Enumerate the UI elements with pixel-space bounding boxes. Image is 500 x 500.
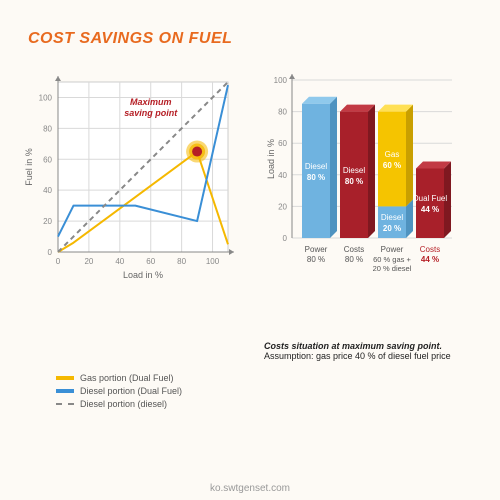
svg-text:80 %: 80 %	[345, 255, 363, 264]
svg-text:100: 100	[39, 93, 53, 102]
source-url: ko.swtgenset.com	[0, 483, 500, 494]
svg-text:0: 0	[48, 248, 53, 257]
svg-text:Load in %: Load in %	[123, 270, 163, 280]
svg-text:Costs: Costs	[420, 245, 440, 254]
svg-text:44 %: 44 %	[421, 255, 439, 264]
line-chart: 0 20 40 60 80 100 0 20 40 60 80 100 Maximumsaving po…	[20, 72, 240, 297]
svg-text:100: 100	[206, 257, 220, 266]
svg-text:20 % diesel: 20 % diesel	[373, 264, 412, 273]
svg-text:Costs: Costs	[344, 245, 364, 254]
legend-swatch	[56, 389, 74, 393]
svg-text:40: 40	[278, 171, 287, 180]
svg-text:60: 60	[278, 139, 287, 148]
svg-text:80 %: 80 %	[307, 255, 325, 264]
svg-text:80 %: 80 %	[307, 173, 325, 182]
svg-text:Power: Power	[305, 245, 328, 254]
svg-text:60 %: 60 %	[383, 161, 401, 170]
svg-text:20: 20	[84, 257, 93, 266]
svg-text:80 %: 80 %	[345, 177, 363, 186]
svg-text:Dual Fuel: Dual Fuel	[413, 194, 447, 203]
legend-row: Diesel portion (diesel)	[56, 399, 182, 409]
legend-label: Gas portion (Dual Fuel)	[80, 373, 174, 383]
svg-text:20 %: 20 %	[383, 224, 401, 233]
svg-text:Power: Power	[381, 245, 404, 254]
svg-text:80: 80	[177, 257, 186, 266]
bar-chart-svg: 020406080100Load in %Diesel80 %Power80 %…	[264, 72, 454, 326]
svg-text:20: 20	[278, 202, 287, 211]
svg-text:Diesel: Diesel	[381, 213, 403, 222]
svg-text:60: 60	[146, 257, 155, 266]
legend-row: Diesel portion (Dual Fuel)	[56, 386, 182, 396]
legend: Gas portion (Dual Fuel) Diesel portion (D…	[56, 370, 182, 409]
svg-text:80: 80	[278, 108, 287, 117]
charts-row: 0 20 40 60 80 100 0 20 40 60 80 100 Maximumsaving po…	[20, 72, 480, 361]
svg-text:40: 40	[115, 257, 124, 266]
legend-swatch	[56, 376, 74, 380]
svg-text:Gas: Gas	[385, 150, 400, 159]
legend-label: Diesel portion (diesel)	[80, 399, 167, 409]
svg-text:44 %: 44 %	[421, 205, 439, 214]
legend-label: Diesel portion (Dual Fuel)	[80, 386, 182, 396]
svg-text:Load in %: Load in %	[266, 139, 276, 179]
page-title: COST SAVINGS ON FUEL	[28, 30, 480, 48]
footnote-line1: Costs situation at maximum saving point.	[264, 341, 454, 351]
footnote-line2: Assumption: gas price 40 % of diesel fue…	[264, 351, 454, 361]
svg-text:Fuel in %: Fuel in %	[24, 148, 34, 186]
svg-text:0: 0	[56, 257, 61, 266]
svg-text:40: 40	[43, 186, 52, 195]
svg-text:60 % gas +: 60 % gas +	[373, 255, 411, 264]
legend-swatch	[56, 403, 74, 405]
svg-text:Diesel: Diesel	[305, 162, 327, 171]
svg-text:100: 100	[274, 76, 288, 85]
svg-text:0: 0	[283, 234, 288, 243]
footnote: Costs situation at maximum saving point.…	[264, 341, 454, 361]
svg-text:80: 80	[43, 124, 52, 133]
line-chart-svg: 0 20 40 60 80 100 0 20 40 60 80 100 Maximumsaving po…	[20, 72, 240, 292]
svg-text:Diesel: Diesel	[343, 166, 365, 175]
svg-text:Maximum: Maximum	[130, 97, 172, 107]
svg-text:20: 20	[43, 217, 52, 226]
legend-row: Gas portion (Dual Fuel)	[56, 373, 182, 383]
svg-text:saving point: saving point	[124, 108, 178, 118]
bar-chart: 020406080100Load in %Diesel80 %Power80 %…	[264, 72, 454, 361]
svg-text:60: 60	[43, 155, 52, 164]
